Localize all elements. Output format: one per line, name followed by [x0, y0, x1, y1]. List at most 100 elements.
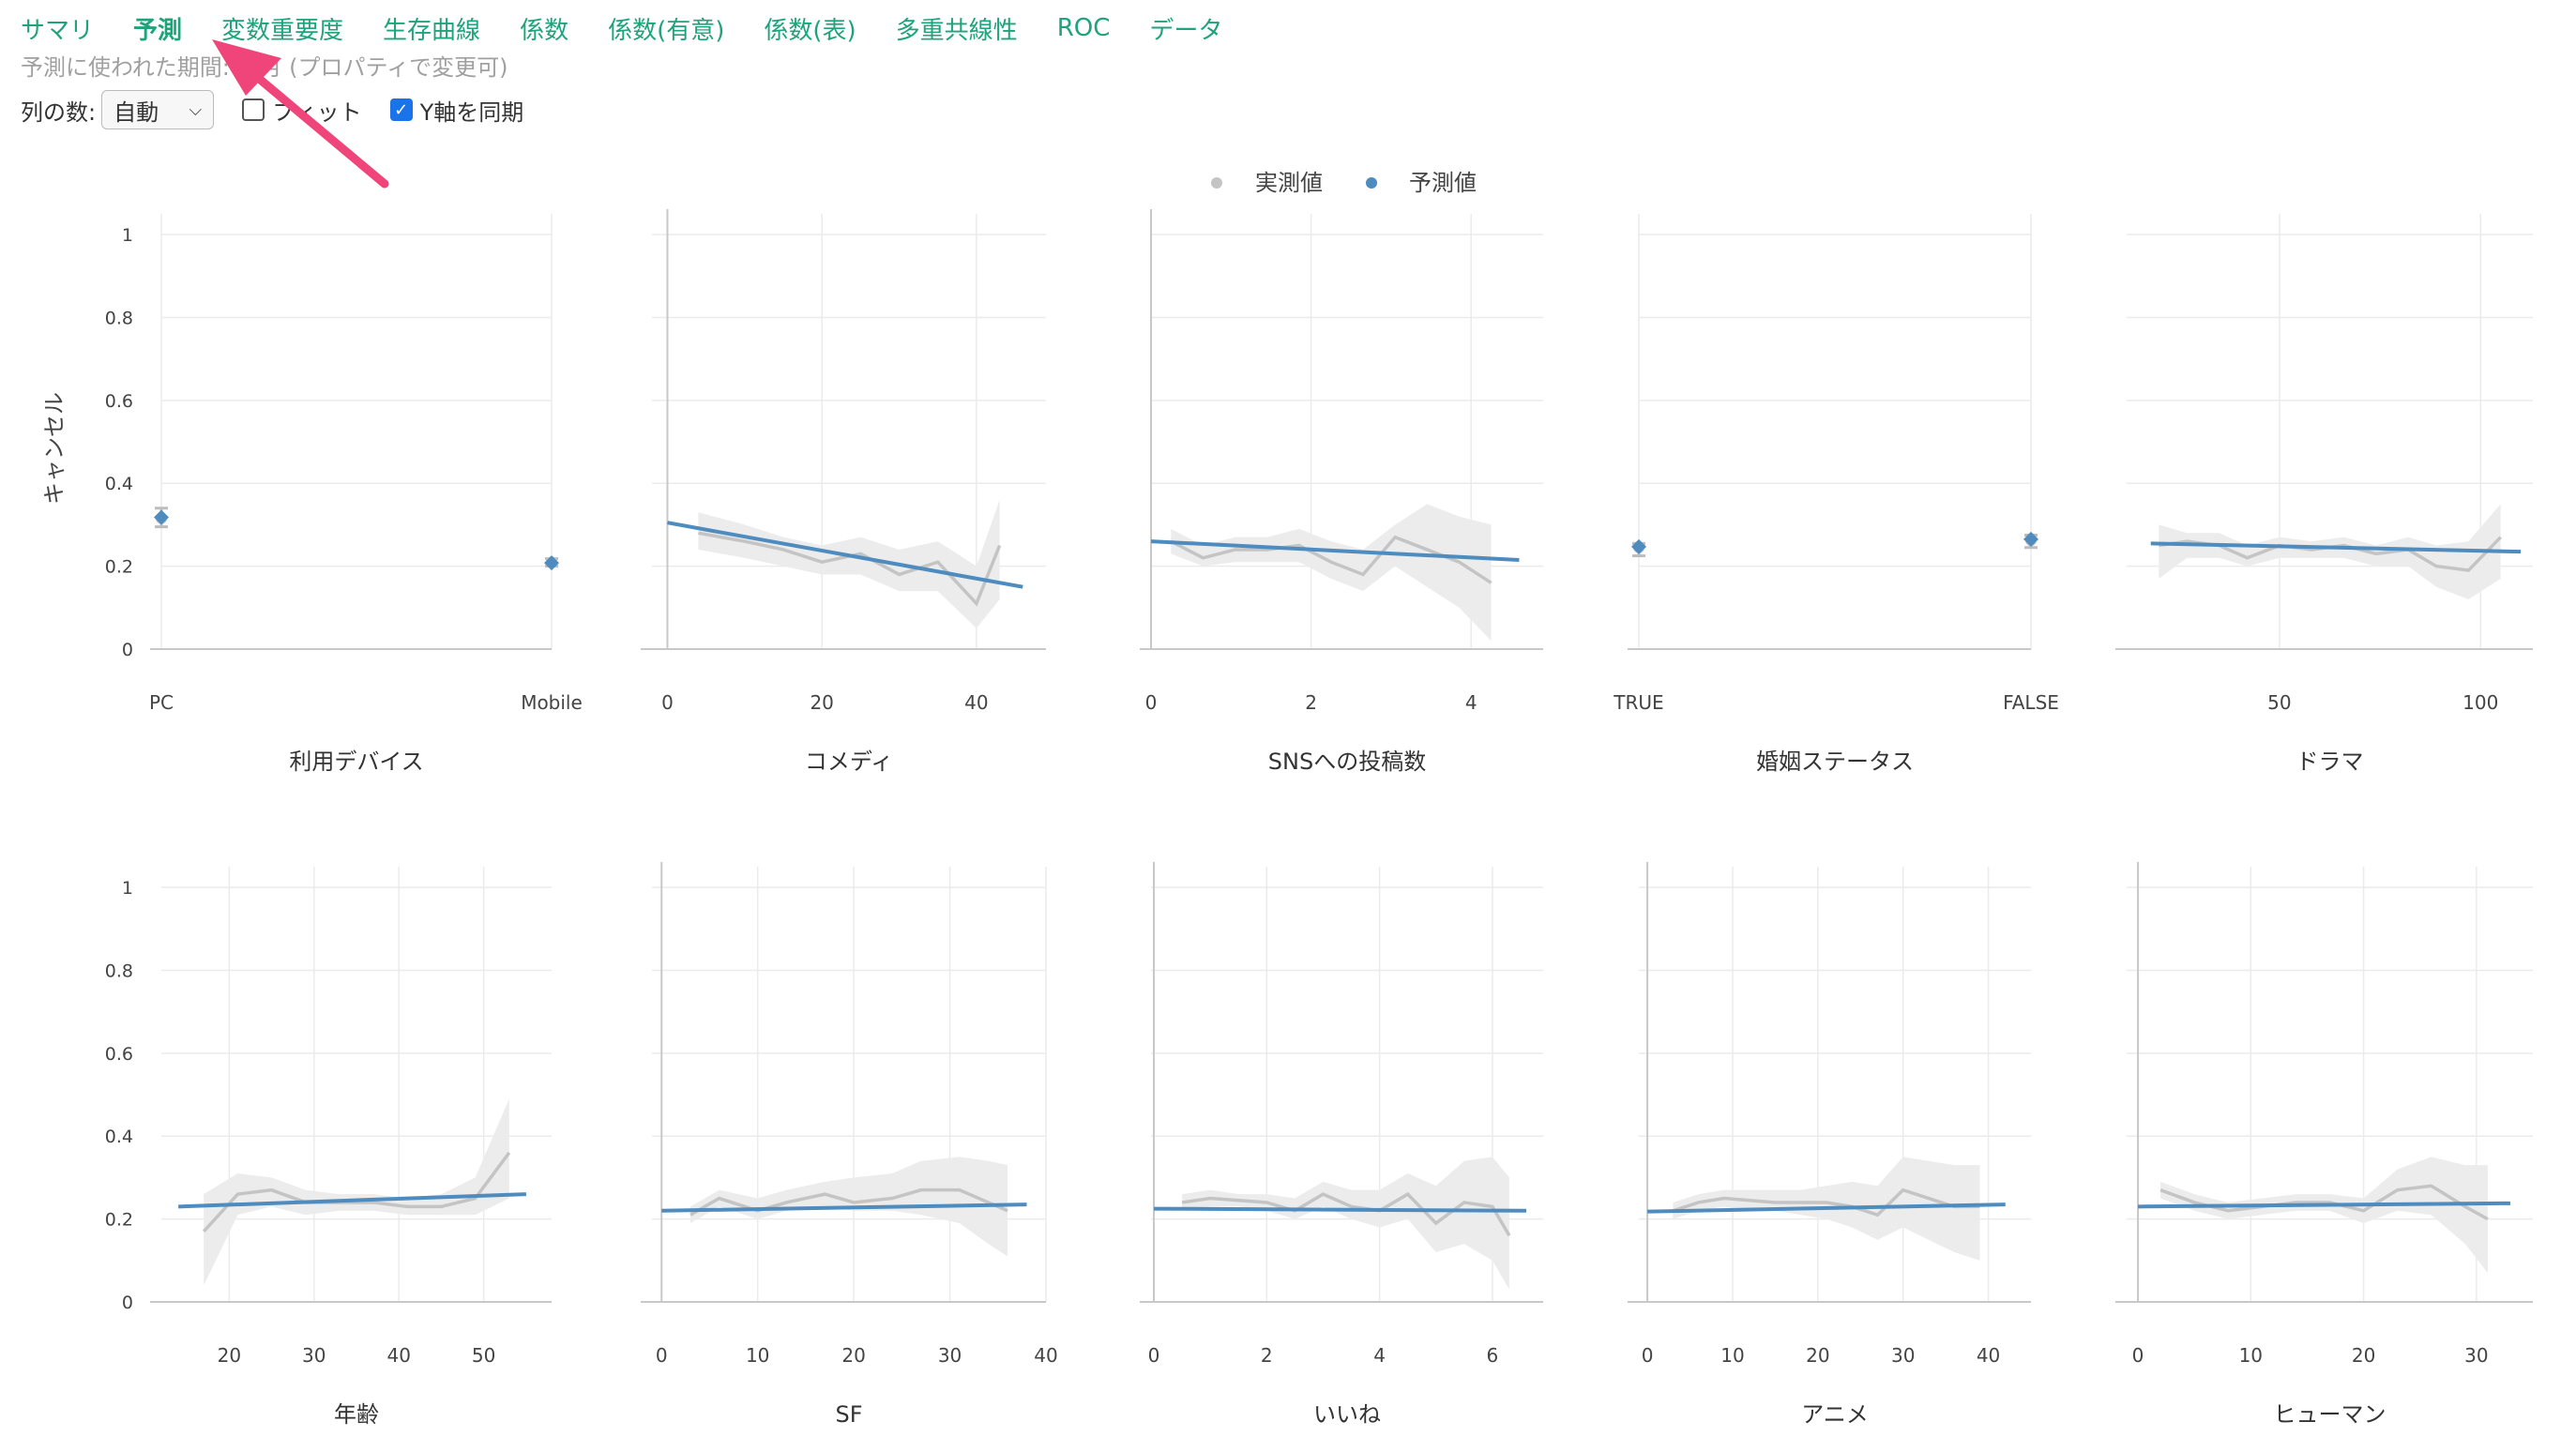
- sync-y-checkbox[interactable]: ✓: [389, 98, 413, 121]
- x-tick-label: 30: [1891, 1344, 1915, 1367]
- confidence-band: [1182, 1157, 1509, 1290]
- predicted-point: [544, 555, 559, 571]
- predicted-line: [661, 1203, 1027, 1213]
- legend-label-actual: 実測値: [1255, 170, 1323, 196]
- predicted-line: [178, 1192, 526, 1209]
- x-tick-label: FALSE: [2003, 691, 2059, 714]
- actual-line: [2159, 1184, 2489, 1221]
- legend-marker-predicted: [1366, 177, 1377, 189]
- y-tick-label: 1: [122, 878, 133, 899]
- x-tick-label: 20: [841, 1344, 865, 1367]
- x-tick-label: TRUE: [1613, 691, 1663, 714]
- predicted-point: [1631, 538, 1646, 554]
- panel-x-label: SNSへの投稿数: [1268, 749, 1426, 775]
- confidence-band: [2159, 504, 2501, 599]
- confidence-band: [698, 499, 1000, 628]
- x-tick-label: 4: [1465, 691, 1477, 714]
- predicted-line: [2138, 1201, 2510, 1209]
- y-tick-label: 0.4: [105, 474, 133, 494]
- actual-line: [689, 1187, 1008, 1217]
- sync-y-label: Y軸を同期: [419, 98, 524, 126]
- x-tick-label: 0: [656, 1344, 668, 1367]
- y-axis-title: キャンセル: [41, 392, 68, 505]
- x-tick-label: 20: [2352, 1344, 2375, 1367]
- x-tick-label: 0: [1642, 1344, 1654, 1367]
- tab-8[interactable]: ROC: [1056, 14, 1111, 42]
- panel-x-label: SF: [835, 1401, 862, 1428]
- tab-bar: サマリ 予測 変数重要度 生存曲線 係数 係数(有意) 係数(表) 多重共線性 ROC データ: [21, 6, 1262, 51]
- x-tick-label: 30: [302, 1344, 326, 1367]
- predicted-line: [1153, 1206, 1526, 1213]
- tab-1[interactable]: 予測: [133, 16, 183, 45]
- tab-9[interactable]: データ: [1149, 16, 1223, 45]
- x-tick-label: 4: [1373, 1344, 1386, 1367]
- tab-3[interactable]: 生存曲線: [383, 16, 481, 45]
- x-tick-label: 0: [1148, 1344, 1160, 1367]
- legend-marker-actual: [1211, 177, 1222, 189]
- x-tick-label: 40: [1977, 1344, 2000, 1367]
- actual-line: [698, 531, 1002, 607]
- y-tick-label: 0.8: [105, 961, 133, 981]
- y-tick-label: 0.8: [105, 308, 133, 328]
- actual-line: [1170, 535, 1493, 584]
- x-tick-label: 0: [661, 691, 674, 714]
- x-tick-label: 10: [746, 1344, 769, 1367]
- panel-x-label: コメディ: [805, 749, 893, 775]
- tab-4[interactable]: 係数: [520, 16, 569, 45]
- columns-select-value: 自動: [114, 98, 159, 126]
- x-tick-label: 30: [2464, 1344, 2488, 1367]
- y-tick-label: 0.4: [105, 1127, 133, 1147]
- check-icon: ✓: [394, 99, 409, 120]
- sync-y-checkbox-group[interactable]: ✓ Y軸を同期: [389, 94, 524, 127]
- x-tick-label: 20: [1806, 1344, 1829, 1367]
- y-tick-label: 0: [122, 1293, 133, 1313]
- columns-label: 列の数:: [21, 98, 97, 126]
- x-tick-label: 50: [472, 1344, 495, 1367]
- y-tick-label: 1: [122, 225, 133, 246]
- panel-x-label: 婚姻ステータス: [1756, 749, 1914, 775]
- predicted-point: [154, 509, 169, 525]
- x-tick-label: 50: [2267, 691, 2291, 714]
- panel-x-label: いいね: [1313, 1401, 1381, 1428]
- y-tick-label: 0.2: [105, 557, 133, 578]
- x-tick-label: 30: [938, 1344, 962, 1367]
- predicted-line: [667, 521, 1023, 589]
- x-tick-label: 0: [1145, 691, 1158, 714]
- x-tick-label: 100: [2462, 691, 2498, 714]
- legend-label-predicted: 予測値: [1409, 170, 1477, 196]
- x-tick-label: 40: [964, 691, 988, 714]
- x-tick-label: 0: [2132, 1344, 2144, 1367]
- x-tick-label: 20: [218, 1344, 241, 1367]
- x-tick-label: 10: [1720, 1344, 1744, 1367]
- x-tick-label: 2: [1305, 691, 1317, 714]
- x-tick-label: 2: [1261, 1344, 1273, 1367]
- actual-line: [1181, 1191, 1511, 1237]
- predicted-line: [1150, 539, 1520, 562]
- y-tick-label: 0.6: [105, 1044, 133, 1065]
- x-tick-label: 40: [1034, 1344, 1057, 1367]
- panel-x-label: ヒューマン: [2274, 1401, 2387, 1428]
- confidence-band: [2160, 1157, 2488, 1274]
- x-tick-label: 6: [1487, 1344, 1499, 1367]
- x-tick-label: PC: [149, 691, 174, 714]
- columns-select[interactable]: 自動 ⌵: [101, 90, 215, 129]
- panel-x-label: 年齢: [334, 1401, 379, 1428]
- predicted-point: [2023, 531, 2038, 547]
- predicted-line: [2150, 541, 2522, 554]
- x-tick-label: Mobile: [521, 691, 583, 714]
- x-tick-label: 20: [810, 691, 833, 714]
- tab-7[interactable]: 多重共線性: [895, 16, 1018, 45]
- tab-5[interactable]: 係数(有意): [608, 16, 725, 45]
- chevron-down-icon: ⌵: [189, 99, 203, 120]
- y-tick-label: 0: [122, 640, 133, 660]
- x-tick-label: 10: [2239, 1344, 2263, 1367]
- tab-6[interactable]: 係数(表): [764, 16, 856, 45]
- panel-x-label: ドラマ: [2296, 749, 2364, 775]
- panel-x-label: 利用デバイス: [289, 749, 423, 775]
- y-tick-label: 0.6: [105, 391, 133, 412]
- x-tick-label: 40: [386, 1344, 410, 1367]
- tab-0[interactable]: サマリ: [21, 16, 95, 45]
- actual-line: [1672, 1187, 1980, 1218]
- confidence-band: [1171, 504, 1492, 642]
